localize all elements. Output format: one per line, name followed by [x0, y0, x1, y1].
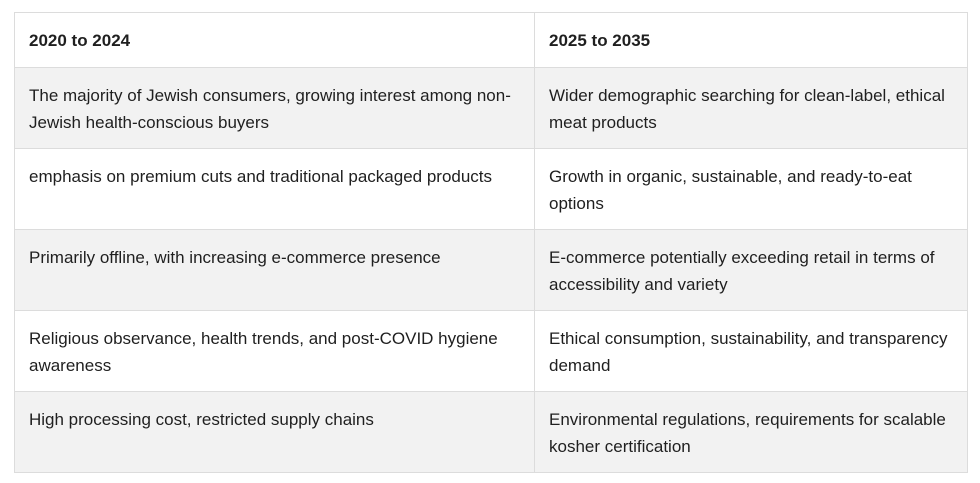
table-cell: The majority of Jewish consumers, growin…: [14, 67, 535, 149]
table-cell: Environmental regulations, requirements …: [534, 391, 968, 473]
comparison-table: 2020 to 2024 2025 to 2035 The majority o…: [14, 12, 968, 473]
table-cell: emphasis on premium cuts and traditional…: [14, 148, 535, 230]
header-row: 2020 to 2024 2025 to 2035: [14, 12, 968, 68]
table-row: emphasis on premium cuts and traditional…: [14, 148, 968, 230]
table-row: The majority of Jewish consumers, growin…: [14, 67, 968, 149]
table-row: High processing cost, restricted supply …: [14, 391, 968, 473]
table-cell: Wider demographic searching for clean-la…: [534, 67, 968, 149]
table-row: Primarily offline, with increasing e-com…: [14, 229, 968, 311]
table-cell: Ethical consumption, sustainability, and…: [534, 310, 968, 392]
header-period-2025-2035: 2025 to 2035: [534, 12, 968, 68]
comparison-table-container: 2020 to 2024 2025 to 2035 The majority o…: [14, 12, 968, 473]
table-cell: Growth in organic, sustainable, and read…: [534, 148, 968, 230]
table-row: Religious observance, health trends, and…: [14, 310, 968, 392]
table-body: The majority of Jewish consumers, growin…: [14, 67, 968, 473]
header-period-2020-2024: 2020 to 2024: [14, 12, 535, 68]
table-cell: E-commerce potentially exceeding retail …: [534, 229, 968, 311]
table-cell: Primarily offline, with increasing e-com…: [14, 229, 535, 311]
table-header: 2020 to 2024 2025 to 2035: [14, 12, 968, 68]
table-cell: Religious observance, health trends, and…: [14, 310, 535, 392]
table-cell: High processing cost, restricted supply …: [14, 391, 535, 473]
